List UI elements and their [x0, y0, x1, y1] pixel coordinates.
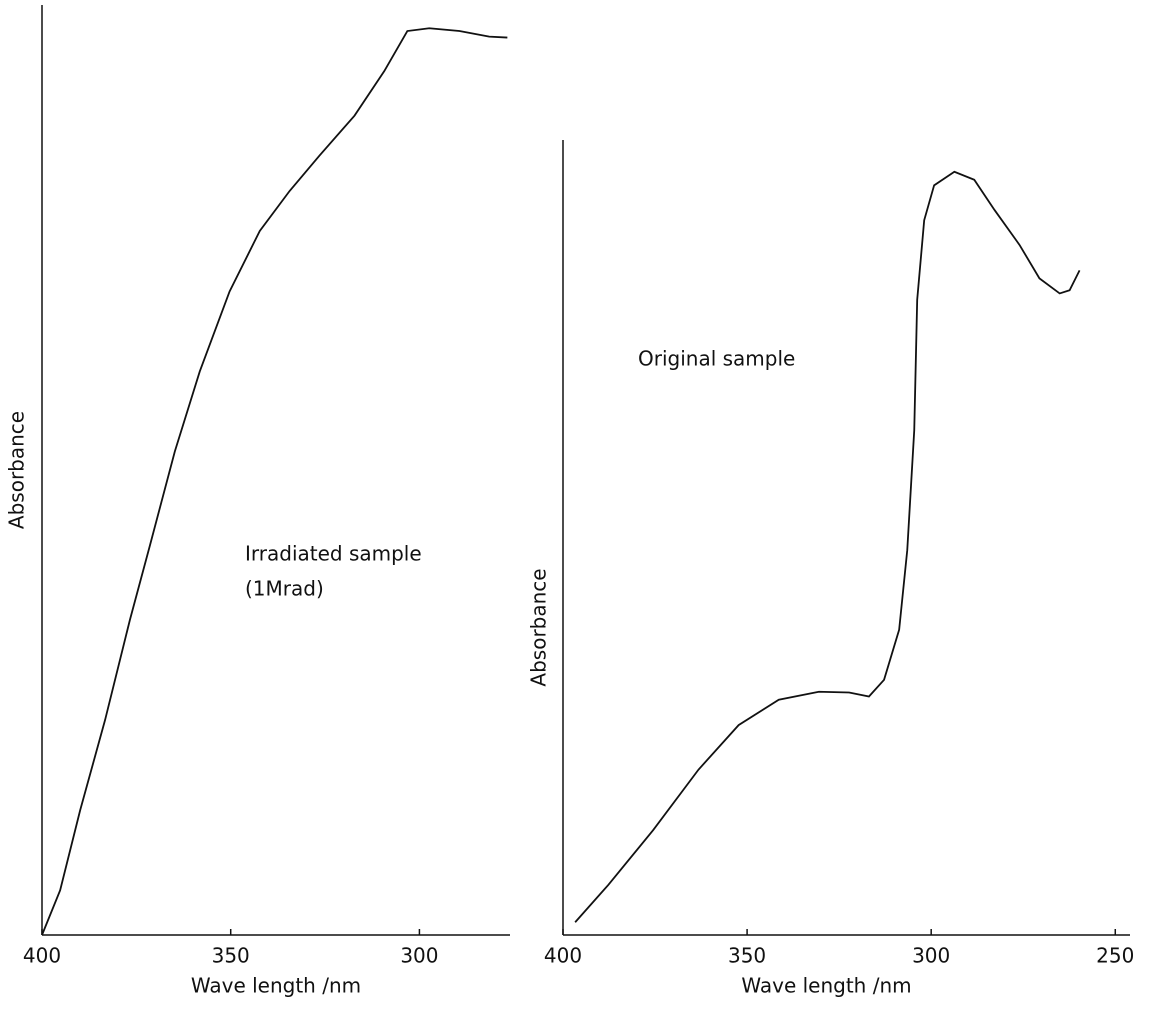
- x-tick-label: 400: [23, 944, 61, 968]
- x-tick-label: 300: [912, 944, 950, 968]
- x-axis-label: Wave length /nm: [191, 974, 361, 998]
- y-axis-label: Absorbance: [527, 568, 551, 686]
- x-tick-label: 350: [728, 944, 766, 968]
- annotation: Irradiated sample: [245, 542, 422, 566]
- annotation: (1Mrad): [245, 577, 324, 601]
- y-axis-label: Absorbance: [5, 411, 29, 529]
- x-tick-label: 250: [1096, 944, 1134, 968]
- x-tick-label: 400: [544, 944, 582, 968]
- x-tick-label: 300: [400, 944, 438, 968]
- annotation: Original sample: [638, 347, 795, 371]
- x-axis-label: Wave length /nm: [741, 974, 911, 998]
- x-tick-label: 350: [212, 944, 250, 968]
- curve: [574, 170, 1081, 923]
- curve: [41, 27, 508, 936]
